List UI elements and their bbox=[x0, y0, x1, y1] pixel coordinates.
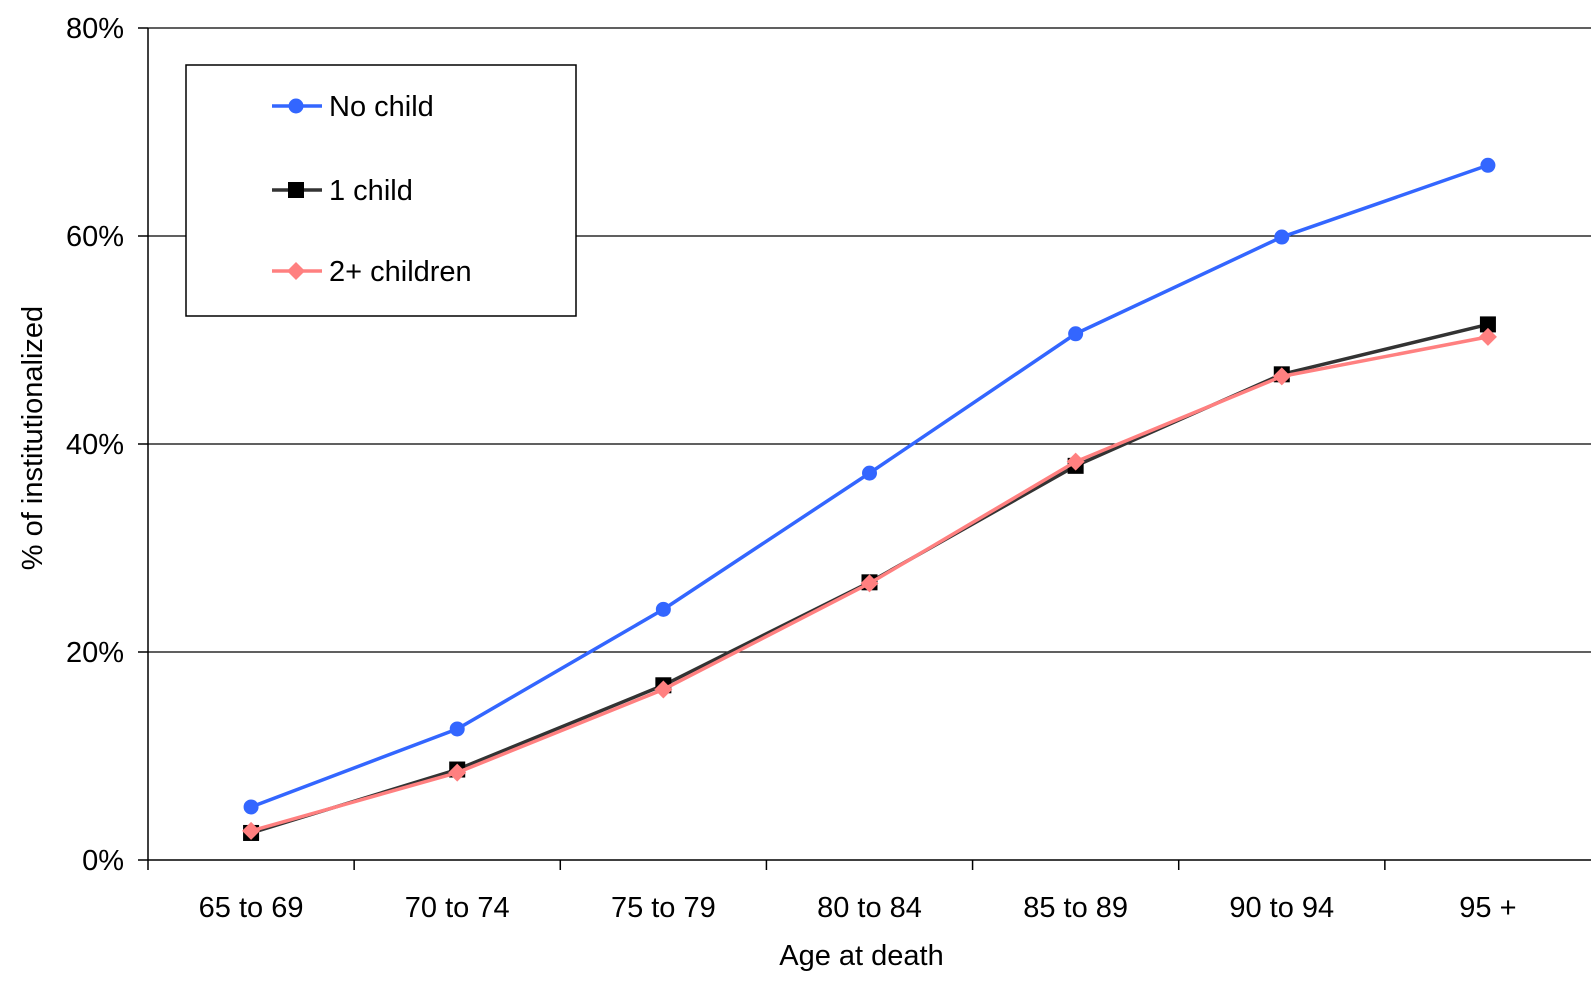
legend: No child 1 child 2+ children bbox=[185, 64, 577, 317]
y-axis-title: % of institutionalized bbox=[17, 306, 49, 570]
legend-label-1-child: 1 child bbox=[329, 175, 413, 207]
data-point-2-children bbox=[654, 680, 673, 699]
data-point-no-child bbox=[449, 721, 465, 737]
data-point-2-children bbox=[1478, 327, 1497, 346]
legend-marker-2-children bbox=[287, 262, 305, 280]
x-tick-label: 65 to 69 bbox=[199, 892, 304, 924]
data-point-2-children bbox=[448, 763, 467, 782]
legend-label-no-child: No child bbox=[329, 91, 434, 123]
data-point-no-child bbox=[1068, 326, 1084, 342]
series-2-children bbox=[242, 327, 1497, 840]
series-layer bbox=[242, 157, 1497, 841]
data-point-2-children bbox=[860, 574, 879, 593]
data-point-no-child bbox=[243, 799, 259, 815]
x-tick-label: 85 to 89 bbox=[1023, 892, 1128, 924]
y-tick-label: 40% bbox=[66, 429, 124, 461]
data-point-2-children bbox=[1272, 367, 1291, 386]
legend-box bbox=[185, 64, 577, 317]
data-point-1-child bbox=[1479, 316, 1496, 333]
y-tick-label: 60% bbox=[66, 221, 124, 253]
data-point-no-child bbox=[1274, 229, 1290, 245]
data-point-no-child bbox=[1480, 157, 1496, 173]
data-point-2-children bbox=[242, 821, 261, 840]
y-tick-label: 0% bbox=[82, 845, 124, 877]
x-tick-label: 70 to 74 bbox=[405, 892, 510, 924]
x-tick-label: 95 + bbox=[1459, 892, 1516, 924]
x-tick-label: 90 to 94 bbox=[1229, 892, 1334, 924]
legend-marker-no-child bbox=[288, 98, 304, 114]
tick-labels: 0% 20% 40% 60% 80% 65 to 69 70 to 74 75 to 79 80… bbox=[66, 13, 1517, 924]
y-tick-label: 80% bbox=[66, 13, 124, 45]
data-point-no-child bbox=[655, 601, 671, 617]
series-no-child bbox=[243, 157, 1496, 815]
legend-label-2-children: 2+ children bbox=[329, 256, 472, 288]
data-point-no-child bbox=[862, 465, 877, 481]
axes bbox=[138, 27, 1591, 870]
data-point-2-children bbox=[1066, 452, 1085, 471]
x-axis-title: Age at death bbox=[779, 940, 943, 972]
y-tick-label: 20% bbox=[66, 637, 124, 669]
legend-marker-1-child bbox=[288, 182, 304, 198]
x-tick-label: 75 to 79 bbox=[611, 892, 716, 924]
x-tick-label: 80 to 84 bbox=[817, 892, 922, 924]
